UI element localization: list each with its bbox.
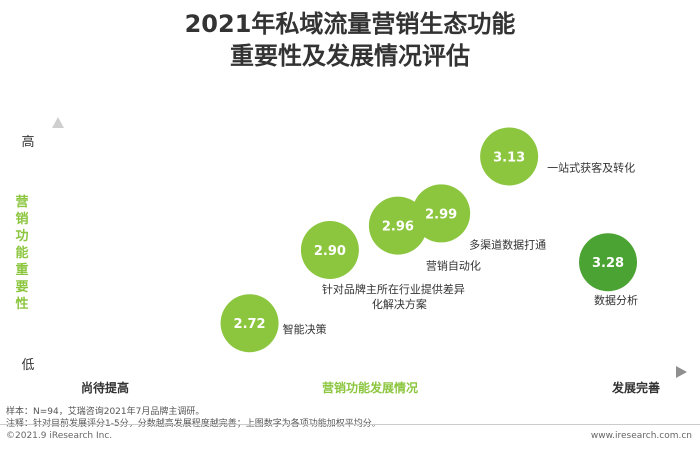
title-line-1: 2021年私域流量营销生态功能 <box>184 10 516 38</box>
sample-note: 样本：N=94，艾瑞咨询2021年7月品牌主调研。 <box>6 407 205 417</box>
point-value-label: 2.96 <box>382 220 414 235</box>
title-line-2: 重要性及发展情况评估 <box>230 42 470 70</box>
point-value-label: 2.99 <box>425 207 457 222</box>
data-point: 2.99 多渠道数据打通 <box>412 184 546 251</box>
point-category-label: 数据分析 <box>594 293 638 307</box>
y-axis-title-char: 营 <box>15 194 28 210</box>
x-low-label: 尚待提高 <box>81 380 129 395</box>
x-axis-title: 营销功能发展情况 <box>322 380 418 395</box>
y-axis-title-char: 销 <box>15 211 28 227</box>
point-bubble <box>300 221 359 279</box>
point-category-label: 营销自动化 <box>426 259 481 273</box>
points-layer: 2.72 智能决策2.90针对品牌主所在行业提供差异化解决方案2.96营销自动化2… <box>220 127 638 353</box>
y-axis-title-char: 能 <box>15 245 28 261</box>
point-category-label: 多渠道数据打通 <box>469 237 546 251</box>
data-point: 3.13 一站式获客及转化 <box>480 127 635 186</box>
y-axis-title-char: 要 <box>15 280 28 295</box>
point-value-label: 2.90 <box>314 244 346 259</box>
point-bubble <box>412 184 471 243</box>
point-category-label: 一站式获客及转化 <box>547 160 635 174</box>
point-bubble <box>480 127 539 186</box>
point-value-label: 3.28 <box>592 256 624 271</box>
x-high-label: 发展完善 <box>611 380 660 395</box>
copyright: ©2021.9 iResearch Inc. <box>6 431 113 441</box>
chart-area: 高 低 尚待提高 发展完善 营销功能发展情况 营销功能重要性 2.72 智能决策 2… <box>0 110 700 400</box>
data-point: 3.28 数据分析 <box>579 233 638 307</box>
point-value-label: 3.13 <box>493 150 525 165</box>
data-point: 2.72 智能决策 <box>220 294 327 353</box>
point-bubble <box>220 294 279 353</box>
y-high-label: 高 <box>21 134 34 150</box>
point-value-label: 2.72 <box>234 317 266 332</box>
x-axis-arrow <box>676 366 687 378</box>
y-axis-title-char: 重 <box>15 262 28 278</box>
footer-divider <box>0 424 700 425</box>
point-bubble <box>579 233 638 292</box>
annotation-note: 注释：针对目前发展评分1-5分，分数越高发展程度越完善；上图数字为各项功能加权平… <box>6 419 381 429</box>
point-category-label: 智能决策 <box>283 322 327 336</box>
y-axis-arrow <box>52 117 64 128</box>
y-axis-title-char: 功 <box>15 229 28 244</box>
axes <box>52 117 687 378</box>
point-category-label: 化解决方案 <box>372 297 427 311</box>
website: www.iresearch.com.cn <box>590 431 692 441</box>
y-low-label: 低 <box>21 358 34 373</box>
y-axis-title-char: 性 <box>15 296 28 312</box>
chart-title: 2021年私域流量营销生态功能 重要性及发展情况评估 <box>0 8 700 72</box>
point-category-label: 针对品牌主所在行业提供差异 <box>322 282 465 296</box>
